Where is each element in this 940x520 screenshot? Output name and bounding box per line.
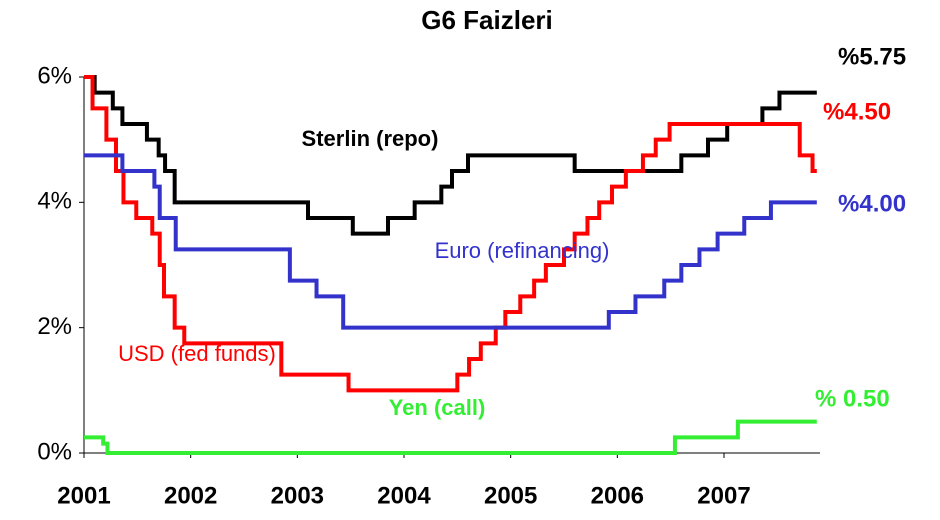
x-tick-label: 2002 (164, 482, 217, 509)
y-tick-label: 6% (37, 62, 72, 89)
series-label: Sterlin (repo) (302, 126, 439, 151)
series-line (84, 419, 817, 455)
chart-title: G6 Faizleri (421, 5, 553, 35)
x-tick-label: 2004 (377, 482, 431, 509)
end-label: %4.50 (823, 98, 891, 125)
x-tick-label: 2001 (57, 482, 110, 509)
end-label: %5.75 (838, 43, 906, 70)
y-tick-label: 4% (37, 188, 72, 215)
y-tick-label: 2% (37, 313, 72, 340)
y-tick-label: 0% (37, 438, 72, 465)
x-tick-label: 2007 (697, 482, 750, 509)
series-line (84, 75, 817, 236)
series-label: Yen (call) (389, 395, 486, 420)
x-tick-label: 2003 (271, 482, 324, 509)
series-label: USD (fed funds) (118, 341, 276, 366)
x-tick-label: 2005 (484, 482, 537, 509)
end-label: %4.00 (838, 190, 906, 217)
series-line (84, 75, 817, 393)
end-label: % 0.50 (815, 385, 890, 412)
series-label: Euro (refinancing) (435, 238, 610, 263)
series-line (84, 153, 817, 330)
x-tick-label: 2006 (591, 482, 644, 509)
